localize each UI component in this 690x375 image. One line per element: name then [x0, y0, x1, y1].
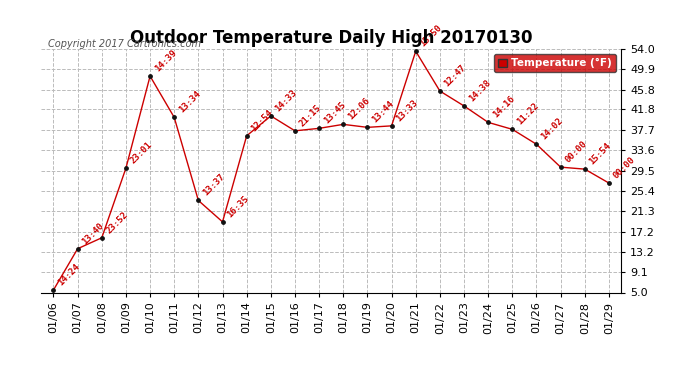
Point [48, 287, 59, 293]
Point [289, 128, 300, 134]
Text: 12:54: 12:54 [250, 108, 275, 133]
Point [506, 126, 518, 132]
Point [410, 48, 421, 54]
Point [72, 246, 83, 252]
Text: 14:38: 14:38 [467, 78, 492, 103]
Text: 13:37: 13:37 [201, 172, 226, 198]
Point [145, 73, 156, 79]
Text: 14:33: 14:33 [274, 88, 299, 113]
Point [603, 180, 614, 186]
Text: 12:06: 12:06 [346, 96, 371, 122]
Point [579, 166, 590, 172]
Title: Outdoor Temperature Daily High 20170130: Outdoor Temperature Daily High 20170130 [130, 29, 533, 47]
Text: 11:22: 11:22 [515, 101, 540, 126]
Text: 15:54: 15:54 [588, 141, 613, 166]
Text: 13:34: 13:34 [177, 89, 202, 115]
Point [168, 114, 179, 120]
Point [313, 125, 324, 131]
Text: Copyright 2017 Cartronics.com: Copyright 2017 Cartronics.com [48, 39, 201, 50]
Text: 13:40: 13:40 [81, 220, 106, 246]
Text: 14:39: 14:39 [153, 48, 178, 74]
Point [555, 164, 566, 170]
Text: 21:15: 21:15 [298, 103, 323, 128]
Point [241, 133, 252, 139]
Text: 16:35: 16:35 [226, 194, 250, 219]
Point [217, 219, 228, 225]
Text: 14:02: 14:02 [540, 116, 564, 141]
Point [434, 88, 445, 94]
Point [482, 119, 493, 125]
Text: 13:45: 13:45 [322, 100, 347, 126]
Point [193, 198, 204, 204]
Text: 13:44: 13:44 [371, 99, 395, 124]
Text: 15:50: 15:50 [419, 23, 444, 48]
Text: 00:00: 00:00 [612, 155, 637, 180]
Point [362, 124, 373, 130]
Point [96, 235, 107, 241]
Text: 12:47: 12:47 [443, 63, 468, 88]
Text: 23:01: 23:01 [129, 140, 154, 165]
Point [120, 165, 131, 171]
Text: 00:00: 00:00 [564, 139, 589, 164]
Point [386, 123, 397, 129]
Point [265, 113, 276, 119]
Text: 13:33: 13:33 [395, 98, 420, 123]
Point [458, 103, 469, 109]
Text: 14:24: 14:24 [57, 262, 81, 287]
Legend: Temperature (°F): Temperature (°F) [494, 54, 615, 72]
Text: 14:16: 14:16 [491, 94, 516, 120]
Text: 23:52: 23:52 [105, 210, 130, 235]
Point [531, 141, 542, 147]
Point [338, 122, 348, 128]
